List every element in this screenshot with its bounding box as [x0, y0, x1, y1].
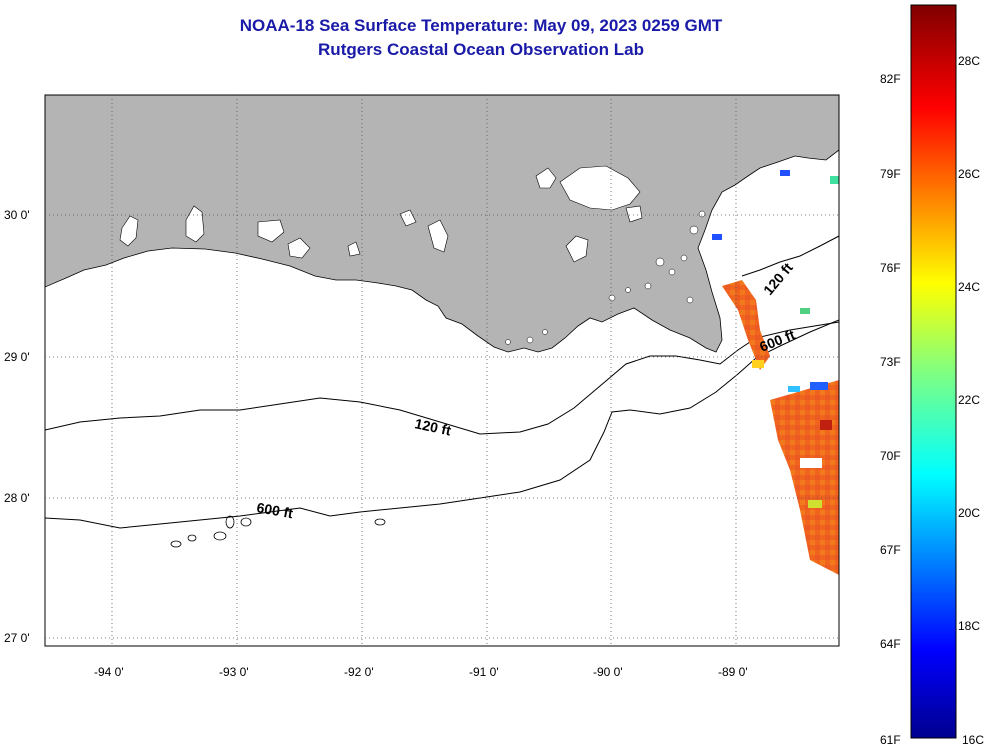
colorbar-f-label: 82F [880, 72, 901, 86]
colorbar-f-label: 67F [880, 543, 901, 557]
lon-label: -93 0' [219, 665, 249, 679]
colorbar-c-label: 16C [962, 733, 984, 747]
lat-label: 27 0' [4, 631, 30, 645]
lat-label: 28 0' [4, 491, 30, 505]
lake-pontchartrain [559, 165, 641, 211]
lat-label: 29 0' [4, 350, 30, 364]
colorbar [910, 4, 957, 739]
map-subtitle: Rutgers Coastal Ocean Observation Lab [318, 40, 644, 59]
sst-cloud-pixels [712, 170, 839, 508]
colorbar-c-label: 24C [958, 280, 980, 294]
lon-label: -94 0' [94, 665, 124, 679]
graticule [45, 95, 839, 646]
colorbar-c-label: 28C [958, 54, 980, 68]
colorbar-f-label: 73F [880, 355, 901, 369]
lake-salvador [565, 235, 589, 263]
colorbar-f-label: 70F [880, 449, 901, 463]
lat-label: 30 0' [4, 208, 30, 222]
seamount-contours [170, 515, 386, 548]
lake-calcasieu [119, 215, 139, 247]
contour-label-120ft: 120 ft [413, 415, 452, 438]
colorbar-c-label: 26C [958, 167, 980, 181]
colorbar-f-label: 76F [880, 261, 901, 275]
lon-label: -89 0' [718, 665, 748, 679]
lake-sabine-bays [287, 237, 311, 259]
map-title: NOAA-18 Sea Surface Temperature: May 09,… [239, 16, 723, 35]
sst-swath-north [722, 280, 770, 370]
colorbar-f-label: 64F [880, 637, 901, 651]
lake-maurepas [535, 167, 557, 189]
map-frame [44, 94, 840, 647]
lon-label: -91 0' [469, 665, 499, 679]
lake-white [257, 219, 285, 243]
contour-600ft-east [741, 235, 839, 277]
colorbar-c-label: 22C [958, 393, 980, 407]
lake-grand [185, 205, 205, 243]
lon-label: -92 0' [344, 665, 374, 679]
lon-label: -90 0' [593, 665, 623, 679]
contour-600ft [45, 319, 839, 529]
delta-speckle [505, 210, 706, 345]
contour-120ft [45, 321, 839, 435]
lake-barataria [427, 219, 449, 253]
contour-label-600ft: 600 ft [255, 499, 294, 521]
lake-misc [347, 205, 643, 257]
colorbar-c-label: 20C [958, 506, 980, 520]
colorbar-c-label: 18C [958, 619, 980, 633]
colorbar-f-label: 79F [880, 167, 901, 181]
colorbar-f-label: 61F [880, 733, 901, 747]
